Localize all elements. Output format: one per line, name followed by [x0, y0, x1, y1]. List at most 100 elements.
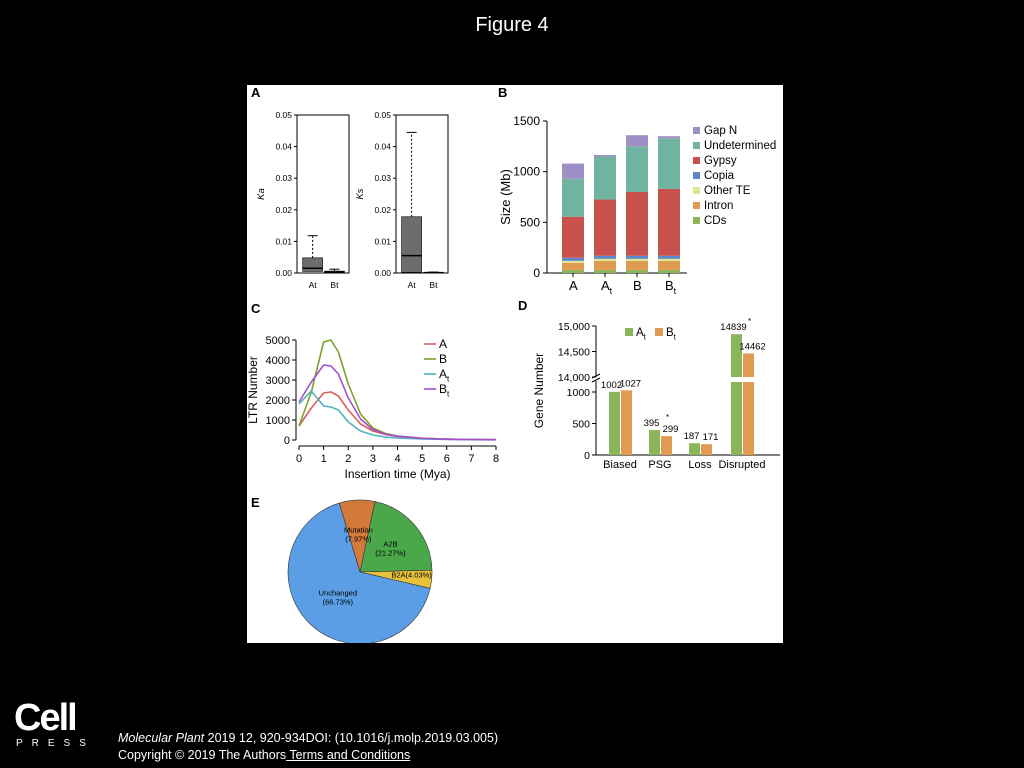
x-tick-label: B: [633, 278, 642, 293]
y-tick-label: 0: [533, 266, 540, 280]
x-tick-label: 8: [493, 453, 499, 465]
bar-segment-gap-n: [594, 154, 616, 157]
legend-label: At: [636, 327, 647, 341]
bar-segment-intron: [594, 260, 616, 270]
y-tick-label: 0.03: [374, 173, 391, 183]
bar-biased: [609, 391, 620, 455]
bar-segment-intron: [562, 262, 584, 270]
y-axis-label: Ks: [355, 188, 366, 199]
y-tick-label: 0.00: [374, 268, 391, 278]
bar-segment-copia: [594, 255, 616, 259]
y-tick-label: 1000: [513, 165, 540, 179]
bar-value-label: 171: [703, 432, 719, 443]
legend-label: Gypsy: [704, 155, 737, 167]
panel-letter-E: E: [251, 495, 260, 510]
y-tick-label: 0.03: [275, 173, 292, 183]
y-tick-label: 15,000: [558, 321, 590, 333]
pie-label: A2B: [383, 540, 397, 549]
y-tick-label: 0.05: [275, 110, 292, 120]
box-At: [302, 257, 323, 272]
y-tick-label: 1500: [513, 114, 540, 128]
journal-name: Molecular Plant: [118, 731, 205, 745]
x-tick-label: 2: [345, 453, 351, 465]
legend-label: A: [439, 337, 447, 351]
bar-upper-disrupted: [743, 353, 754, 377]
bar-value-label: 395: [644, 418, 660, 429]
pie-slice-unchanged: [287, 502, 431, 643]
legend-swatch: [693, 127, 700, 134]
cell-press-logo: Cell PRESS: [14, 697, 95, 749]
panel-letter-D: D: [518, 298, 527, 313]
bar-lower-disrupted: [731, 382, 742, 455]
bar-upper-disrupted: [731, 334, 742, 377]
line-series-Bt: [298, 364, 497, 441]
bar-biased: [621, 390, 632, 455]
x-tick-label: Loss: [688, 459, 712, 471]
bar-segment-gypsy: [562, 216, 584, 258]
legend-label: B: [439, 352, 447, 366]
legend-label: Copia: [704, 170, 735, 182]
legend-label: Bt: [666, 327, 677, 341]
x-tick-label: 6: [444, 453, 450, 465]
y-tick-label: 3000: [266, 375, 290, 387]
pie-label: B2A(4.03%): [391, 570, 432, 579]
pie-percent-label: (66.73%): [323, 598, 354, 607]
logo-word: Cell: [14, 697, 78, 739]
y-tick-label: 5000: [266, 335, 290, 347]
boxplot-frame-Ks: [395, 114, 449, 274]
axis-break-mark: [591, 377, 601, 383]
bar-value-label: 1002: [601, 380, 622, 391]
bar-segment-intron: [658, 260, 680, 270]
bar-segment-other-te: [626, 258, 648, 261]
bar-value-label: 1027: [620, 378, 641, 389]
y-tick-label: 500: [572, 419, 590, 431]
significance-asterisk: *: [748, 317, 751, 326]
x-axis-label: Insertion time (Mya): [344, 467, 450, 481]
x-tick-label: Disrupted: [718, 459, 765, 471]
logo-press: PRESS: [16, 738, 95, 749]
legend-swatch: [625, 328, 633, 336]
y-tick-label: 0.01: [275, 236, 292, 246]
legend-label: Undetermined: [704, 140, 776, 152]
x-tick-label: Bt: [429, 280, 438, 290]
y-tick-label: 500: [520, 215, 540, 229]
bar-value-label: 299: [663, 424, 679, 435]
bar-segment-copia: [562, 257, 584, 261]
bar-value-label: 187: [684, 431, 700, 442]
bar-loss: [689, 443, 700, 455]
panel-letter-C: C: [251, 301, 261, 316]
terms-link[interactable]: Terms and Conditions: [286, 748, 411, 762]
bar-segment-gap-n: [658, 136, 680, 139]
panel-letter-A: A: [251, 85, 261, 100]
figure-title: Figure 4: [475, 14, 549, 36]
bar-loss: [701, 444, 712, 455]
y-tick-label: 14,000: [558, 372, 590, 384]
legend-label: At: [439, 367, 450, 384]
legend-swatch: [693, 187, 700, 194]
bar-segment-other-te: [562, 260, 584, 263]
legend-swatch: [693, 142, 700, 149]
y-tick-label: 0: [284, 435, 290, 447]
y-tick-label: 0.00: [275, 268, 292, 278]
y-tick-label: 0.01: [374, 236, 391, 246]
bar-segment-gypsy: [594, 199, 616, 256]
bar-segment-copia: [626, 255, 648, 259]
x-tick-label: A: [569, 278, 578, 293]
bar-segment-gap-n: [562, 163, 584, 179]
y-tick-label: 0.02: [275, 205, 292, 215]
y-tick-label: 0.02: [374, 205, 391, 215]
x-tick-label: Bt: [665, 278, 677, 296]
y-axis-label: LTR Number: [247, 356, 260, 424]
x-tick-label: Bt: [330, 280, 339, 290]
x-tick-label: 4: [394, 453, 400, 465]
y-tick-label: 0.04: [374, 142, 391, 152]
legend-swatch: [655, 328, 663, 336]
boxplot-frame-Ka: [296, 114, 350, 274]
x-tick-label: At: [309, 280, 318, 290]
bar-segment-gap-n: [626, 135, 648, 147]
y-tick-label: 0: [584, 450, 590, 462]
bar-segment-cds: [594, 269, 616, 273]
bar-segment-intron: [626, 260, 648, 270]
bar-segment-copia: [658, 255, 680, 259]
y-axis-label: Gene Number: [532, 353, 546, 428]
